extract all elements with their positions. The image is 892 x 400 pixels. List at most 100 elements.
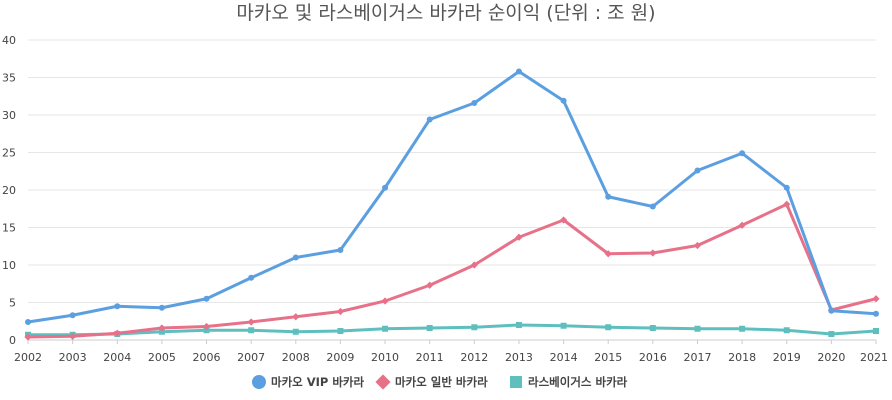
- data-point[interactable]: [783, 327, 790, 334]
- data-point[interactable]: [382, 325, 389, 332]
- data-point[interactable]: [471, 100, 478, 106]
- series-0: [25, 68, 879, 325]
- legend-label: 마카오 일반 바카라: [395, 375, 488, 389]
- legend-marker-diamond[interactable]: [375, 374, 391, 390]
- data-point[interactable]: [203, 295, 210, 302]
- data-point[interactable]: [783, 184, 790, 191]
- data-point[interactable]: [24, 333, 32, 341]
- data-point[interactable]: [382, 184, 389, 191]
- data-point[interactable]: [337, 247, 344, 253]
- legend-item[interactable]: 마카오 일반 바카라: [375, 374, 488, 390]
- x-tick-label: 2005: [148, 351, 176, 364]
- series-1: [24, 200, 880, 341]
- data-point[interactable]: [515, 68, 522, 75]
- data-point[interactable]: [649, 249, 657, 257]
- data-point[interactable]: [426, 116, 433, 123]
- data-point[interactable]: [693, 241, 702, 250]
- data-point[interactable]: [738, 221, 746, 229]
- data-point[interactable]: [828, 307, 835, 314]
- data-point[interactable]: [292, 313, 300, 321]
- data-point[interactable]: [560, 322, 567, 329]
- x-tick-label: 2017: [683, 351, 711, 364]
- y-tick-label: 30: [2, 109, 16, 122]
- y-tick-label: 35: [2, 72, 16, 85]
- data-point[interactable]: [292, 254, 299, 261]
- y-tick-label: 25: [2, 147, 16, 160]
- legend-item[interactable]: 라스베이거스 바카라: [510, 375, 628, 389]
- y-tick-label: 40: [2, 34, 16, 47]
- data-point[interactable]: [515, 233, 523, 241]
- x-tick-label: 2007: [237, 351, 265, 364]
- data-point[interactable]: [873, 328, 879, 334]
- data-point[interactable]: [694, 167, 701, 174]
- data-point[interactable]: [203, 327, 210, 334]
- data-point[interactable]: [248, 274, 255, 281]
- y-tick-label: 15: [2, 222, 16, 235]
- data-point[interactable]: [114, 303, 121, 310]
- series-layer: [24, 68, 880, 341]
- x-tick-label: 2020: [817, 351, 845, 364]
- data-point[interactable]: [739, 325, 746, 332]
- data-point[interactable]: [426, 325, 433, 331]
- y-tick-label: 5: [9, 297, 16, 310]
- x-tick-label: 2021: [860, 351, 888, 364]
- data-point[interactable]: [247, 318, 255, 326]
- series-line: [26, 202, 878, 339]
- x-tick-label: 2014: [550, 351, 578, 364]
- legend-marker-square[interactable]: [510, 376, 522, 388]
- x-tick-label: 2013: [505, 351, 533, 364]
- series-line: [26, 70, 878, 324]
- x-tick-label: 2004: [103, 351, 131, 364]
- data-point[interactable]: [605, 193, 612, 200]
- data-point[interactable]: [292, 328, 299, 335]
- data-point[interactable]: [515, 322, 522, 328]
- data-point[interactable]: [336, 307, 345, 316]
- data-point[interactable]: [649, 325, 656, 331]
- data-point[interactable]: [25, 319, 31, 325]
- data-point[interactable]: [739, 150, 746, 157]
- x-tick-label: 2019: [773, 351, 801, 364]
- data-point[interactable]: [471, 324, 478, 331]
- x-axis: 2002 2003 2004 2005 2006 2007 2008 2009 2010 2011…: [14, 340, 888, 364]
- data-point[interactable]: [649, 203, 656, 210]
- data-point[interactable]: [560, 97, 567, 104]
- data-point[interactable]: [248, 327, 255, 334]
- data-point[interactable]: [783, 200, 791, 208]
- data-point[interactable]: [694, 325, 701, 332]
- data-point[interactable]: [158, 324, 166, 332]
- legend-label: 마카오 VIP 바카라: [271, 375, 365, 389]
- x-tick-label: 2015: [594, 351, 622, 364]
- grid: [28, 39, 876, 341]
- x-tick-label: 2003: [59, 351, 87, 364]
- data-point[interactable]: [605, 324, 612, 331]
- series-line: [26, 323, 878, 337]
- x-tick-label: 2009: [326, 351, 354, 364]
- data-point[interactable]: [381, 297, 389, 305]
- data-point[interactable]: [470, 261, 478, 269]
- x-tick-label: 2006: [193, 351, 221, 364]
- data-point[interactable]: [158, 328, 165, 335]
- legend-item[interactable]: 마카오 VIP 바카라: [252, 375, 365, 389]
- data-point[interactable]: [158, 304, 165, 311]
- data-point[interactable]: [69, 332, 77, 340]
- legend-marker-circle[interactable]: [252, 375, 266, 389]
- data-point[interactable]: [337, 328, 344, 334]
- y-tick-label: 20: [2, 184, 16, 197]
- data-point[interactable]: [69, 312, 76, 319]
- y-axis: 0 5 10 15 20 25 30 35 40: [2, 34, 16, 347]
- data-point[interactable]: [873, 310, 879, 317]
- legend-label: 라스베이거스 바카라: [528, 375, 628, 389]
- chart-title: 마카오 및 라스베이거스 바카라 순이익 (단위 : 조 원): [236, 2, 655, 24]
- data-point[interactable]: [604, 250, 612, 258]
- data-point[interactable]: [426, 281, 434, 289]
- x-tick-label: 2002: [14, 351, 42, 364]
- data-point[interactable]: [559, 216, 568, 224]
- data-point[interactable]: [828, 331, 835, 337]
- data-point[interactable]: [872, 295, 880, 303]
- legend: 마카오 VIP 바카라 마카오 일반 바카라 라스베이거스 바카라: [252, 374, 628, 390]
- y-tick-label: 10: [2, 259, 16, 272]
- data-point[interactable]: [202, 322, 211, 331]
- data-point[interactable]: [113, 329, 121, 337]
